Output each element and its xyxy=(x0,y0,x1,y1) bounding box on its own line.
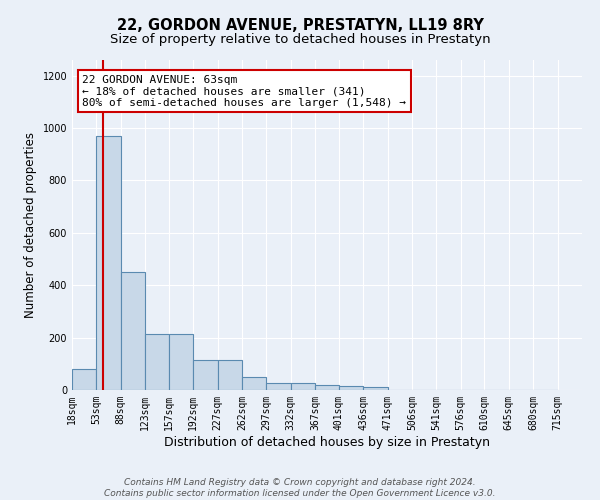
Bar xyxy=(145,334,169,390)
Bar xyxy=(169,334,193,390)
X-axis label: Distribution of detached houses by size in Prestatyn: Distribution of detached houses by size … xyxy=(164,436,490,448)
Text: 22, GORDON AVENUE, PRESTATYN, LL19 8RY: 22, GORDON AVENUE, PRESTATYN, LL19 8RY xyxy=(116,18,484,32)
Bar xyxy=(242,377,266,390)
Bar xyxy=(315,385,339,390)
Bar xyxy=(291,384,315,390)
Bar xyxy=(121,272,145,390)
Text: Contains HM Land Registry data © Crown copyright and database right 2024.
Contai: Contains HM Land Registry data © Crown c… xyxy=(104,478,496,498)
Bar xyxy=(193,360,218,390)
Bar xyxy=(339,386,363,390)
Bar xyxy=(266,384,291,390)
Bar xyxy=(363,388,388,390)
Bar xyxy=(72,369,97,390)
Text: Size of property relative to detached houses in Prestatyn: Size of property relative to detached ho… xyxy=(110,32,490,46)
Text: 22 GORDON AVENUE: 63sqm
← 18% of detached houses are smaller (341)
80% of semi-d: 22 GORDON AVENUE: 63sqm ← 18% of detache… xyxy=(82,75,406,108)
Bar xyxy=(218,360,242,390)
Y-axis label: Number of detached properties: Number of detached properties xyxy=(24,132,37,318)
Bar xyxy=(97,136,121,390)
